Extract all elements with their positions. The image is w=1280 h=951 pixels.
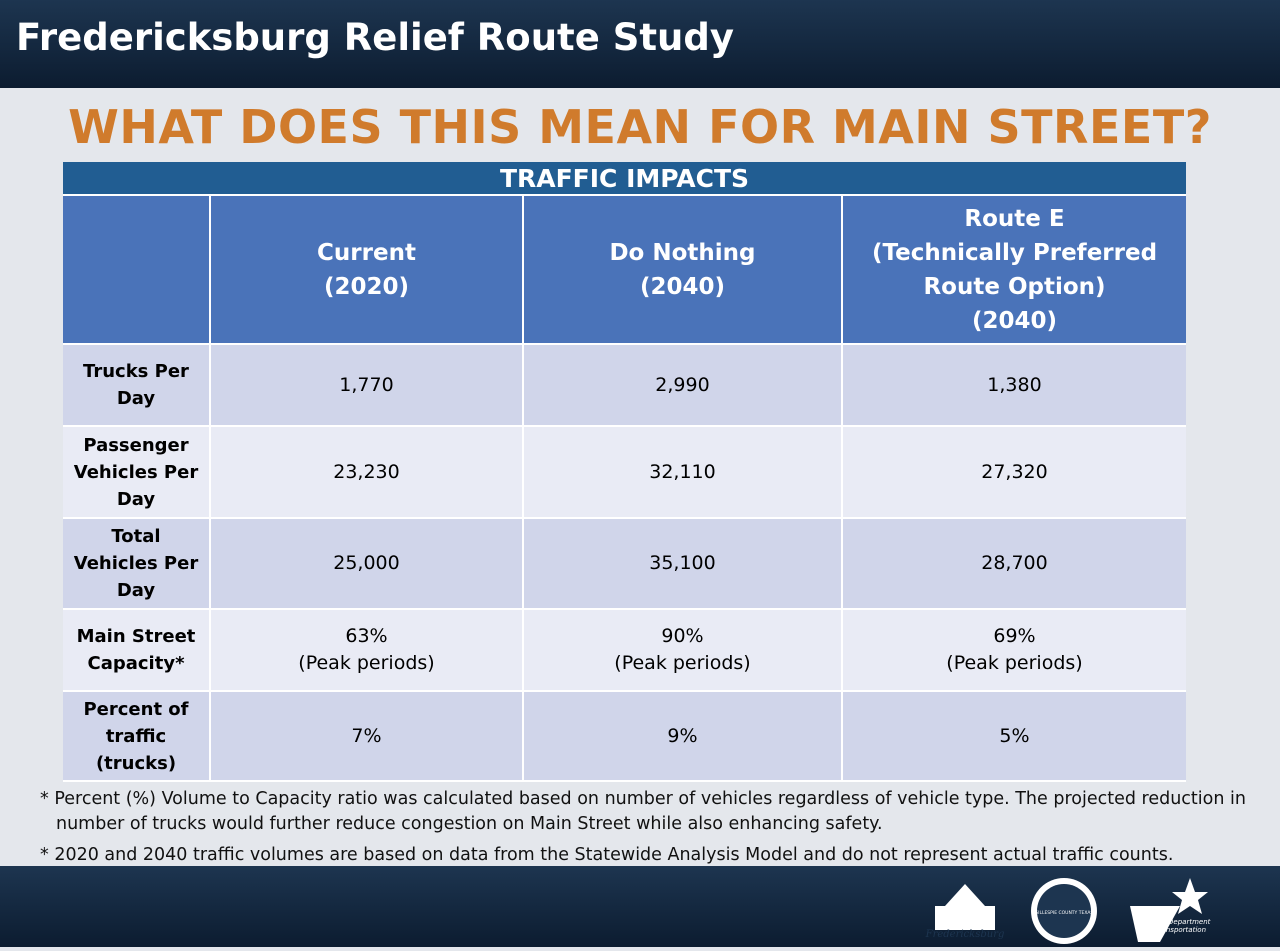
table-row: Percent of traffic (trucks) 7% 9% 5% — [63, 692, 1186, 782]
county-logo-text: GILLESPIE COUNTY TEXAS — [1035, 910, 1094, 916]
table-cell: 69% (Peak periods) — [843, 610, 1186, 690]
row-label: Total Vehicles Per Day — [73, 526, 199, 601]
county-logo: GILLESPIE COUNTY TEXAS — [1031, 878, 1097, 944]
row-label: Main Street Capacity* — [76, 626, 196, 674]
cell-text: 23,230 — [333, 460, 400, 483]
cell-text: 90% — [661, 625, 704, 647]
cell-text: 1,770 — [339, 373, 394, 396]
heading: WHAT DOES THIS MEAN FOR MAIN STREET? — [68, 100, 1212, 154]
table: TRAFFIC IMPACTS Current (2020) Do Nothing (2… — [63, 162, 1186, 782]
txdot-logo: Texas Department of Transportation — [1130, 878, 1211, 942]
row-label: Percent of traffic (trucks) — [83, 698, 189, 774]
table-row: Total Vehicles Per Day 25,000 35,100 28,700 — [63, 519, 1186, 610]
cell-text: 25,000 — [333, 552, 400, 574]
cell-text: 63% — [345, 625, 388, 647]
header-cell — [63, 196, 211, 343]
header-line: Route E — [964, 205, 1065, 232]
row-label-cell: Main Street Capacity* — [63, 610, 211, 690]
cell-text: 9% — [667, 724, 698, 747]
header-cell: Route E (Technically Preferred Route Optio… — [843, 196, 1186, 343]
table-cell: 28,700 — [843, 519, 1186, 608]
cell-text: 2,990 — [655, 373, 710, 396]
table-cell: 63% (Peak periods) — [211, 610, 524, 690]
header-line: (2040) — [971, 307, 1058, 334]
header-row: Current (2020) Do Nothing (2040) Route E (Tec… — [63, 196, 1186, 345]
table-row: Trucks Per Day 1,770 2,990 1,380 — [63, 345, 1186, 427]
txdot-logo-text: Texas Department of Transportation — [1146, 918, 1211, 934]
header-line: Current — [317, 239, 416, 266]
cell-text: 27,320 — [981, 460, 1048, 483]
header-cell: Do Nothing (2040) — [524, 196, 843, 343]
cell-text: (Peak periods) — [298, 652, 435, 674]
city-logo-text: Fredericksburg — [925, 929, 1005, 940]
header-line: (2020) — [323, 273, 410, 300]
table-cell: 1,380 — [843, 345, 1186, 425]
cell-text: 32,110 — [649, 460, 716, 483]
table-cell: 25,000 — [211, 519, 524, 608]
header-cell: Current (2020) — [211, 196, 524, 343]
cell-text: (Peak periods) — [946, 652, 1083, 674]
row-label-cell: Total Vehicles Per Day — [63, 519, 211, 608]
header-line: Route Option) — [923, 273, 1106, 300]
table-cell: 9% — [524, 692, 843, 780]
cell-text: 28,700 — [981, 552, 1048, 574]
table-cell: 23,230 — [211, 427, 524, 517]
table-cell: 7% — [211, 692, 524, 780]
table-cell: 35,100 — [524, 519, 843, 608]
cell-text: 5% — [999, 724, 1030, 747]
table-row: Passenger Vehicles Per Day 23,230 32,110 27… — [63, 427, 1186, 519]
table-row: Main Street Capacity* 63% (Peak periods) 90… — [63, 610, 1186, 692]
table-cell: 90% (Peak periods) — [524, 610, 843, 690]
cell-text: (Peak periods) — [614, 652, 751, 674]
cell-text: 35,100 — [649, 552, 716, 574]
row-label: Passenger Vehicles Per Day — [73, 434, 199, 510]
row-label-cell: Passenger Vehicles Per Day — [63, 427, 211, 517]
header-line: Do Nothing — [609, 239, 756, 266]
logos: Fredericksburg GILLESPIE COUNTY TEXAS Te… — [925, 878, 1211, 944]
table-cell: 1,770 — [211, 345, 524, 425]
table-cell: 32,110 — [524, 427, 843, 517]
footnote: * 2020 and 2040 traffic volumes are base… — [40, 845, 1174, 865]
header-line: (Technically Preferred — [871, 239, 1158, 266]
title-bar: Fredericksburg Relief Route Study — [0, 0, 1280, 88]
row-label-cell: Percent of traffic (trucks) — [63, 692, 211, 780]
header-line: (2040) — [639, 273, 726, 300]
table-cell: 27,320 — [843, 427, 1186, 517]
footnote: * Percent (%) Volume to Capacity ratio w… — [40, 789, 1246, 834]
footer-bar: Fredericksburg GILLESPIE COUNTY TEXAS Te… — [0, 866, 1280, 947]
row-label: Trucks Per Day — [83, 361, 189, 409]
city-logo: Fredericksburg — [925, 884, 1005, 940]
cell-text: 1,380 — [987, 373, 1042, 396]
row-label-cell: Trucks Per Day — [63, 345, 211, 425]
title: Fredericksburg Relief Route Study — [16, 16, 734, 59]
cell-text: 7% — [351, 724, 382, 747]
table-cell: 5% — [843, 692, 1186, 780]
table-cell: 2,990 — [524, 345, 843, 425]
table-caption: TRAFFIC IMPACTS — [63, 162, 1186, 196]
cell-text: 69% — [993, 625, 1036, 647]
